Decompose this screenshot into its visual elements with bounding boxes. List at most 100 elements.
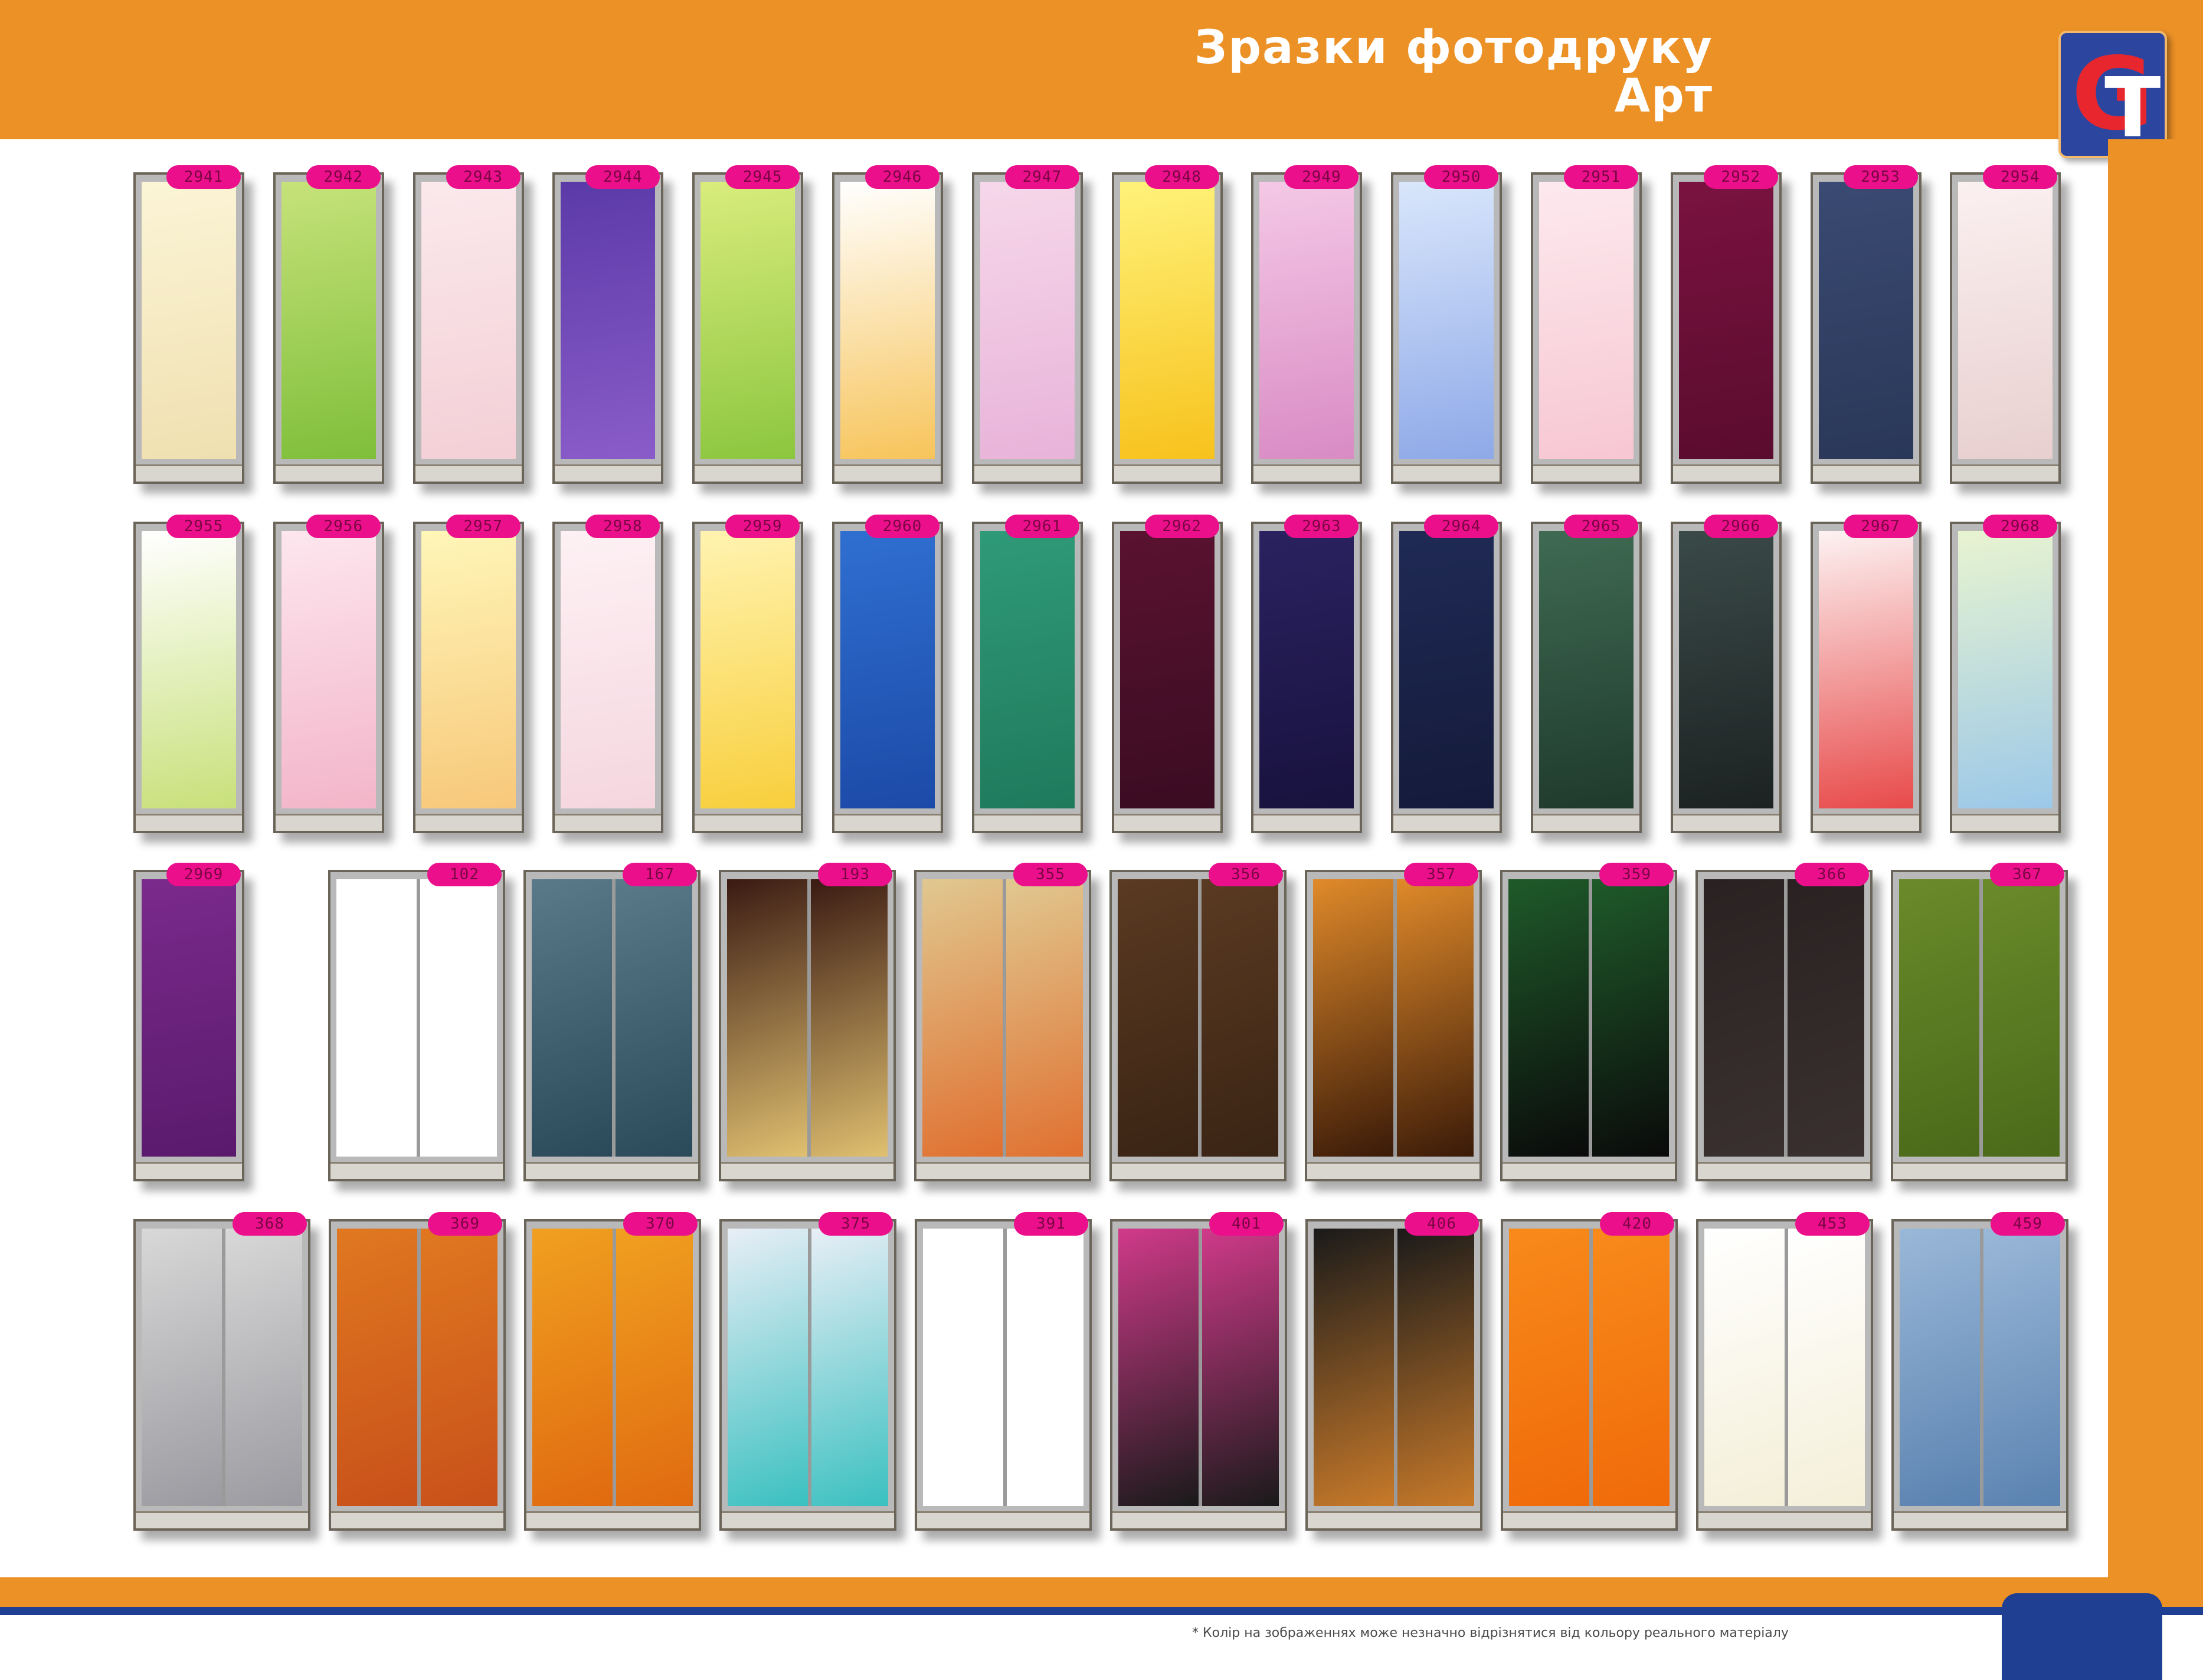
sample-card-167[interactable]: 167: [523, 863, 700, 1181]
door-right: [1394, 1229, 1474, 1506]
sample-card-459[interactable]: 459: [1891, 1212, 2068, 1531]
print-image: [923, 1229, 1084, 1506]
sample-card-375[interactable]: 375: [719, 1212, 896, 1531]
sample-code-tag: 2949: [1284, 165, 1359, 189]
door-right: [613, 1229, 693, 1506]
footer-orange-band: [0, 1577, 2203, 1607]
sample-card-420[interactable]: 420: [1501, 1212, 1678, 1531]
sample-card-2948[interactable]: 2948: [1111, 165, 1223, 484]
sample-code-tag: 459: [1991, 1212, 2065, 1236]
sample-code-tag: 2950: [1424, 165, 1499, 189]
print-image: [1119, 182, 1215, 459]
wardrobe-frame: [1810, 522, 1922, 833]
sample-code-tag: 2948: [1144, 165, 1219, 189]
print-image: [1958, 182, 2053, 459]
wardrobe-frame: [273, 522, 384, 833]
sample-card-391[interactable]: 391: [915, 1212, 1092, 1531]
sample-card-2967[interactable]: 2967: [1810, 515, 1922, 833]
sample-card-356[interactable]: 356: [1109, 863, 1287, 1181]
sample-card-2958[interactable]: 2958: [552, 515, 664, 833]
sample-card-359[interactable]: 359: [1500, 863, 1677, 1181]
wardrobe-frame: [1810, 172, 1922, 484]
sample-card-366[interactable]: 366: [1695, 863, 1873, 1181]
print-image: [980, 531, 1075, 808]
sample-card-2953[interactable]: 2953: [1810, 165, 1922, 484]
sample-card-357[interactable]: 357: [1305, 863, 1482, 1181]
door-left: [1118, 879, 1198, 1157]
wardrobe-plinth: [917, 1511, 1089, 1528]
sample-card-453[interactable]: 453: [1696, 1212, 1873, 1531]
sample-card-2950[interactable]: 2950: [1391, 165, 1503, 484]
sample-card-2966[interactable]: 2966: [1670, 515, 1782, 833]
sample-card-2968[interactable]: 2968: [1950, 515, 2061, 833]
print-image: [980, 182, 1075, 459]
sample-code-tag: 102: [427, 863, 502, 886]
sample-card-2951[interactable]: 2951: [1531, 165, 1642, 484]
wardrobe-frame: [1305, 1219, 1482, 1531]
sample-card-2945[interactable]: 2945: [692, 165, 804, 484]
sample-card-355[interactable]: 355: [914, 863, 1091, 1181]
wardrobe-frame: [1891, 1219, 2068, 1531]
sample-card-2965[interactable]: 2965: [1531, 515, 1642, 833]
sample-card-2960[interactable]: 2960: [832, 515, 943, 833]
sample-code-tag: 2959: [725, 515, 800, 538]
sample-code-tag: 193: [818, 863, 892, 886]
door-right: [1980, 1229, 2060, 1506]
sample-card-2946[interactable]: 2946: [832, 165, 943, 484]
sample-card-2949[interactable]: 2949: [1251, 165, 1363, 484]
wardrobe-frame: [413, 522, 524, 833]
wardrobe-plinth: [916, 1162, 1089, 1179]
door-left: [1899, 879, 1979, 1157]
door-right: [417, 879, 497, 1157]
sample-code-tag: 2965: [1564, 515, 1638, 538]
wardrobe-frame: [1251, 172, 1363, 484]
sample-card-2957[interactable]: 2957: [413, 515, 524, 833]
sample-card-2942[interactable]: 2942: [273, 165, 384, 484]
sample-card-370[interactable]: 370: [524, 1212, 701, 1531]
door-left: [1313, 879, 1393, 1157]
print-image: [337, 1229, 497, 1506]
wardrobe-frame: [1531, 172, 1642, 484]
wardrobe-frame: [1696, 1219, 1873, 1531]
sample-card-2962[interactable]: 2962: [1111, 515, 1223, 833]
wardrobe-plinth: [722, 1511, 894, 1528]
sample-card-2959[interactable]: 2959: [692, 515, 804, 833]
sample-card-193[interactable]: 193: [719, 863, 896, 1181]
sample-card-2963[interactable]: 2963: [1251, 515, 1363, 833]
sample-card-2956[interactable]: 2956: [273, 515, 384, 833]
sample-card-2961[interactable]: 2961: [971, 515, 1083, 833]
print-image: [336, 879, 497, 1157]
sample-card-2964[interactable]: 2964: [1391, 515, 1503, 833]
sample-card-2969[interactable]: 2969: [133, 863, 244, 1181]
sample-card-367[interactable]: 367: [1891, 863, 2068, 1181]
wardrobe-frame: [914, 870, 1091, 1181]
print-image: [1678, 531, 1773, 808]
sample-code-tag: 357: [1404, 863, 1478, 886]
sample-card-2943[interactable]: 2943: [413, 165, 524, 484]
sample-card-2954[interactable]: 2954: [1950, 165, 2061, 484]
door-right: [1589, 1229, 1670, 1506]
sample-card-406[interactable]: 406: [1305, 1212, 1482, 1531]
wardrobe-plinth: [1253, 464, 1360, 482]
wardrobe-frame: [413, 172, 524, 484]
sample-card-2955[interactable]: 2955: [133, 515, 244, 833]
wardrobe-plinth: [526, 1511, 699, 1528]
wardrobe-plinth: [1307, 1162, 1479, 1179]
sample-card-2947[interactable]: 2947: [971, 165, 1083, 484]
sample-card-369[interactable]: 369: [329, 1212, 506, 1531]
sample-card-368[interactable]: 368: [133, 1212, 310, 1531]
sample-code-tag: 369: [428, 1212, 502, 1236]
wardrobe-plinth: [1308, 1511, 1480, 1528]
wardrobe-frame: [971, 172, 1083, 484]
sample-card-2952[interactable]: 2952: [1670, 165, 1782, 484]
print-image: [142, 182, 236, 459]
sample-card-102[interactable]: 102: [328, 863, 505, 1181]
sample-card-401[interactable]: 401: [1110, 1212, 1287, 1531]
wardrobe-frame: [1950, 172, 2061, 484]
sample-card-2944[interactable]: 2944: [552, 165, 664, 484]
wardrobe-plinth: [1114, 814, 1220, 831]
sample-code-tag: 420: [1600, 1212, 1674, 1236]
sample-card-2941[interactable]: 2941: [133, 165, 244, 484]
wardrobe-frame: [523, 870, 700, 1181]
wardrobe-plinth: [555, 464, 662, 482]
